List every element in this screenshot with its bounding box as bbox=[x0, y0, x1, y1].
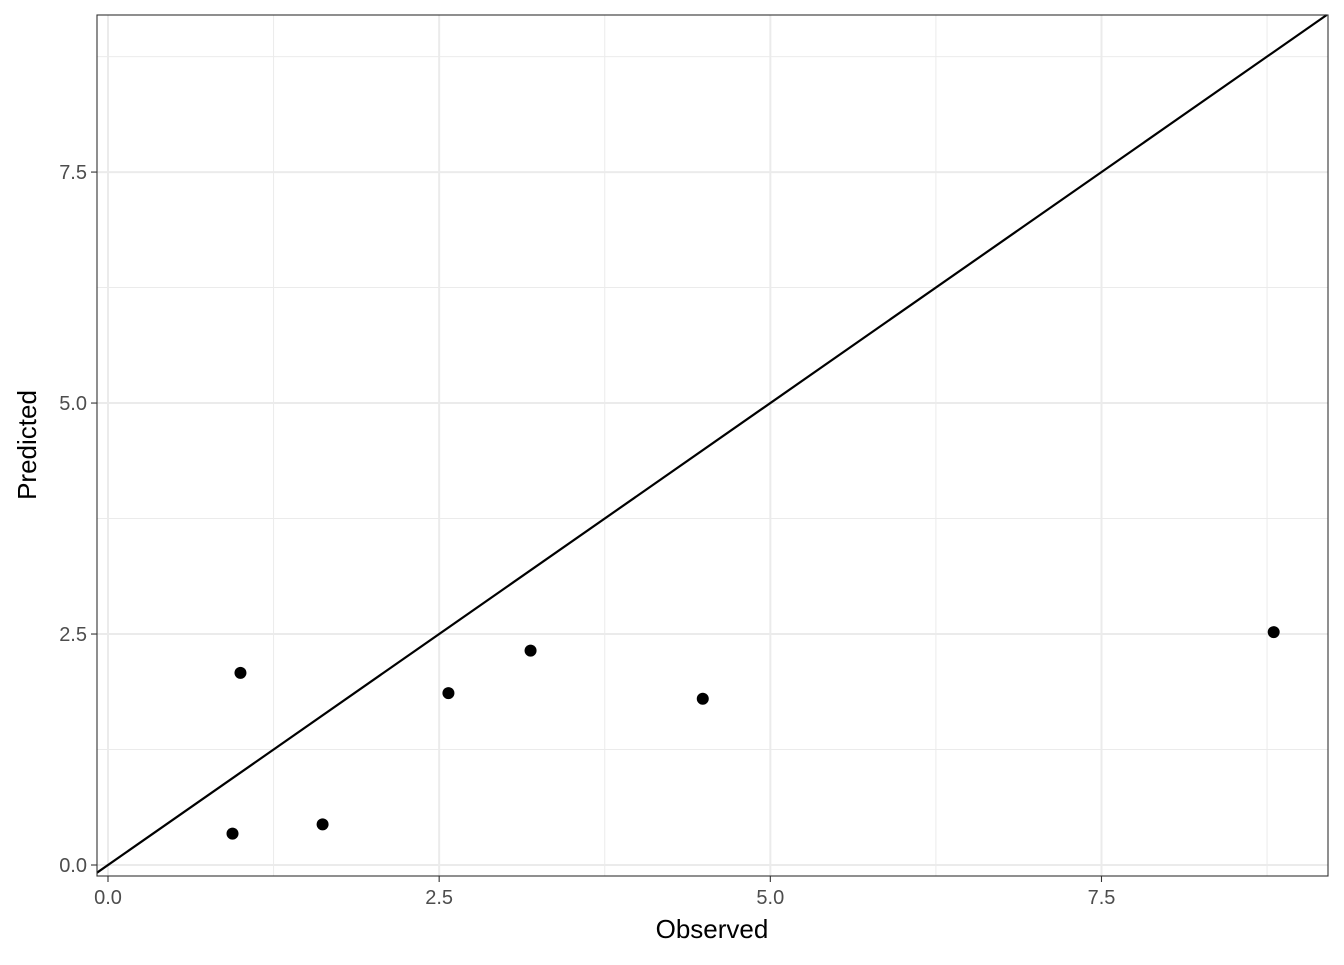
x-axis-label: Observed bbox=[656, 914, 769, 944]
y-axis-label: Predicted bbox=[12, 390, 42, 500]
grid bbox=[97, 15, 1328, 876]
data-point bbox=[524, 644, 537, 657]
data-point bbox=[316, 818, 329, 831]
x-tick-label: 2.5 bbox=[425, 887, 453, 909]
data-point bbox=[442, 687, 455, 700]
reference-line bbox=[96, 14, 1328, 874]
x-tick-label: 7.5 bbox=[1088, 887, 1116, 909]
y-tick-label: 2.5 bbox=[59, 624, 87, 646]
y-axis: 0.0 2.5 5.0 7.5 bbox=[59, 162, 97, 877]
x-tick-label: 0.0 bbox=[94, 887, 122, 909]
reference-line-group bbox=[96, 14, 1328, 874]
x-tick-label: 5.0 bbox=[756, 887, 784, 909]
data-point bbox=[226, 827, 239, 840]
y-tick-label: 5.0 bbox=[59, 393, 87, 415]
data-point bbox=[1267, 626, 1280, 639]
y-tick-label: 0.0 bbox=[59, 855, 87, 877]
x-axis: 0.0 2.5 5.0 7.5 bbox=[94, 876, 1115, 909]
points bbox=[226, 626, 1280, 840]
data-point bbox=[696, 692, 709, 705]
panel-border bbox=[96, 14, 1329, 877]
y-tick-label: 7.5 bbox=[59, 162, 87, 184]
data-point bbox=[234, 666, 247, 679]
